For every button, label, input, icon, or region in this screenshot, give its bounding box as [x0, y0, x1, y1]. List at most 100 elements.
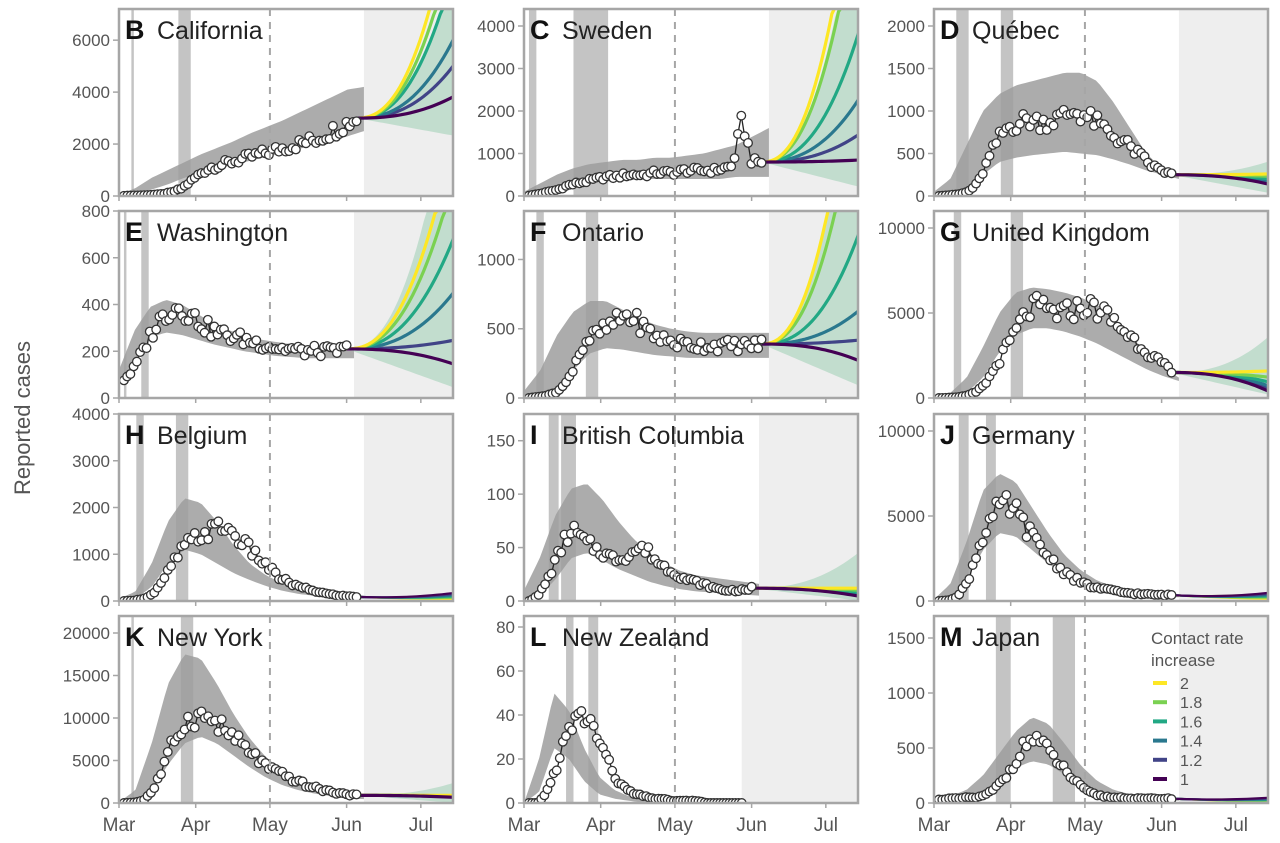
observed-point	[984, 150, 995, 161]
observed-point	[327, 120, 338, 131]
observed-point	[166, 561, 177, 572]
observed-point	[338, 127, 348, 138]
panel-frame	[522, 614, 860, 805]
observed-point	[588, 720, 599, 731]
projection-line-1	[346, 347, 453, 366]
observed-point	[1004, 335, 1015, 346]
panel-title: Québec	[972, 17, 1060, 45]
panel-new-zealand: 0 20 40 60 80 Mar Apr May Jun Jul L New Zealand	[496, 614, 860, 836]
observed-point	[1025, 312, 1035, 323]
observed-point	[1082, 307, 1093, 318]
y-tick-label: 10000	[878, 219, 925, 238]
observed-point	[577, 345, 588, 356]
plot-area	[119, 616, 453, 803]
panel-qu-bec: 0 500 1000 1500 2000 D Québec	[887, 7, 1270, 206]
observed-point	[994, 358, 1005, 369]
observed-point	[1085, 105, 1096, 116]
observed-point	[1051, 313, 1062, 324]
plot-area	[524, 414, 858, 601]
y-tick-label: 0	[101, 592, 110, 611]
projection-line-1	[761, 342, 858, 363]
legend-label: 1	[1180, 772, 1189, 789]
panel-letter: E	[125, 217, 143, 247]
observed-point	[977, 168, 988, 179]
plot-area	[119, 9, 453, 196]
y-tick-label: 4000	[72, 405, 110, 424]
plot-area	[524, 211, 858, 398]
plot-area	[119, 211, 453, 398]
observed-point	[1048, 120, 1059, 131]
observed-point	[213, 516, 224, 527]
observed-point	[159, 756, 170, 767]
intervention-bar	[588, 616, 599, 803]
plot-area	[934, 9, 1268, 196]
intervention-bar	[566, 616, 574, 803]
y-tick-label: 500	[897, 739, 925, 758]
observed-point	[576, 706, 587, 716]
plot-area	[119, 414, 453, 601]
observed-point	[1062, 298, 1072, 309]
y-tick-label: 0	[101, 794, 110, 813]
y-tick-label: 0	[506, 389, 515, 408]
y-tick-label: 20000	[63, 624, 110, 643]
intervention-bar	[178, 9, 191, 196]
observed-point	[743, 137, 753, 148]
intervention-bar	[136, 414, 144, 601]
observed-point	[621, 309, 632, 320]
observed-point	[607, 765, 618, 776]
observed-point	[556, 547, 567, 558]
panel-ontario: 0 500 1000 F Ontario	[477, 209, 860, 408]
legend-label: 1.2	[1180, 753, 1202, 770]
observed-point	[203, 534, 214, 545]
observed-point	[1166, 367, 1177, 378]
y-tick-label: 0	[506, 592, 515, 611]
observed-point	[162, 746, 173, 757]
y-tick-label: 0	[101, 389, 110, 408]
y-tick-label: 0	[916, 187, 925, 206]
observed-point	[567, 366, 578, 377]
observed-point	[591, 542, 602, 552]
observed-point	[567, 725, 578, 736]
observed-point	[141, 343, 152, 354]
legend-label: 1.4	[1180, 734, 1202, 751]
panel-title: British Columbia	[562, 422, 744, 450]
observed-point	[1038, 294, 1049, 305]
x-tick-label: Mar	[918, 815, 951, 836]
observed-point	[584, 335, 595, 346]
observed-point	[554, 753, 565, 764]
observed-point	[1166, 794, 1177, 803]
y-tick-label: 100	[487, 485, 515, 504]
observed-point	[971, 553, 981, 564]
panel-letter: J	[940, 420, 955, 450]
panel-letter: G	[940, 217, 961, 247]
panel-new-york: 0 5000 10000 15000 20000 Mar Apr May Jun Jul K New …	[63, 614, 455, 836]
observed-point	[604, 754, 615, 765]
panel-germany: 0 5000 10000 J Germany	[878, 412, 1270, 611]
observed-point	[202, 314, 213, 325]
observed-point	[635, 328, 646, 339]
panel-frame	[932, 412, 1270, 603]
observed-point	[736, 110, 747, 121]
y-tick-label: 4000	[477, 17, 515, 36]
observed-point	[1001, 489, 1012, 500]
observed-point	[216, 714, 227, 725]
observed-point	[964, 574, 975, 585]
y-tick-label: 0	[101, 187, 110, 206]
observed-point	[172, 552, 183, 563]
observed-point	[601, 324, 612, 335]
projection-line-1	[356, 793, 453, 799]
y-tick-label: 1500	[887, 629, 925, 648]
observed-point	[351, 789, 362, 800]
projection-line-1	[1171, 173, 1268, 186]
observed-point	[230, 531, 241, 541]
x-tick-label: May	[657, 815, 693, 836]
observed-point	[991, 138, 1002, 149]
legend-title-line1: Contact rate	[1151, 629, 1244, 648]
observed-point	[233, 730, 244, 741]
panel-letter: L	[530, 622, 547, 652]
y-tick-label: 150	[487, 432, 515, 451]
panel-sweden: 0 1000 2000 3000 4000 C Sweden	[477, 7, 860, 206]
y-tick-label: 6000	[72, 31, 110, 50]
panel-title: Sweden	[562, 17, 652, 45]
